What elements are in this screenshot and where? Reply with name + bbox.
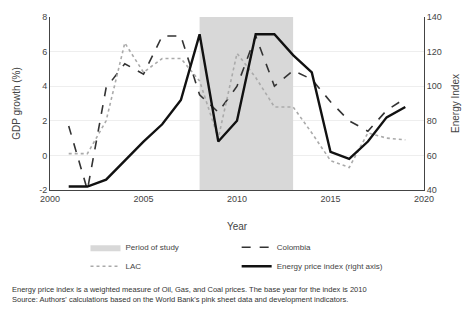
svg-text:Energy price index is a weight: Energy price index is a weighted measure…: [12, 285, 367, 304]
svg-text:4: 4: [42, 81, 47, 91]
svg-text:2: 2: [42, 116, 47, 126]
svg-text:40: 40: [427, 185, 437, 195]
svg-text:Energy price index (right axis: Energy price index (right axis): [277, 262, 383, 271]
svg-text:Energy Index: Energy Index: [450, 74, 461, 133]
svg-text:Year: Year: [227, 221, 248, 232]
svg-text:Colombia: Colombia: [277, 243, 311, 252]
svg-text:100: 100: [427, 81, 442, 91]
svg-text:6: 6: [42, 47, 47, 57]
svg-text:GDP growth (%): GDP growth (%): [11, 67, 22, 140]
svg-text:8: 8: [42, 12, 47, 22]
svg-text:2020: 2020: [414, 194, 434, 204]
svg-text:2005: 2005: [133, 194, 153, 204]
svg-text:60: 60: [427, 151, 437, 161]
svg-text:2015: 2015: [320, 194, 340, 204]
svg-text:2000: 2000: [40, 194, 60, 204]
svg-text:LAC: LAC: [126, 262, 142, 271]
svg-text:80: 80: [427, 116, 437, 126]
svg-text:2010: 2010: [227, 194, 247, 204]
svg-text:0: 0: [42, 151, 47, 161]
svg-text:120: 120: [427, 47, 442, 57]
svg-text:140: 140: [427, 12, 442, 22]
svg-text:-2: -2: [39, 185, 47, 195]
svg-text:Period of study: Period of study: [126, 243, 179, 252]
